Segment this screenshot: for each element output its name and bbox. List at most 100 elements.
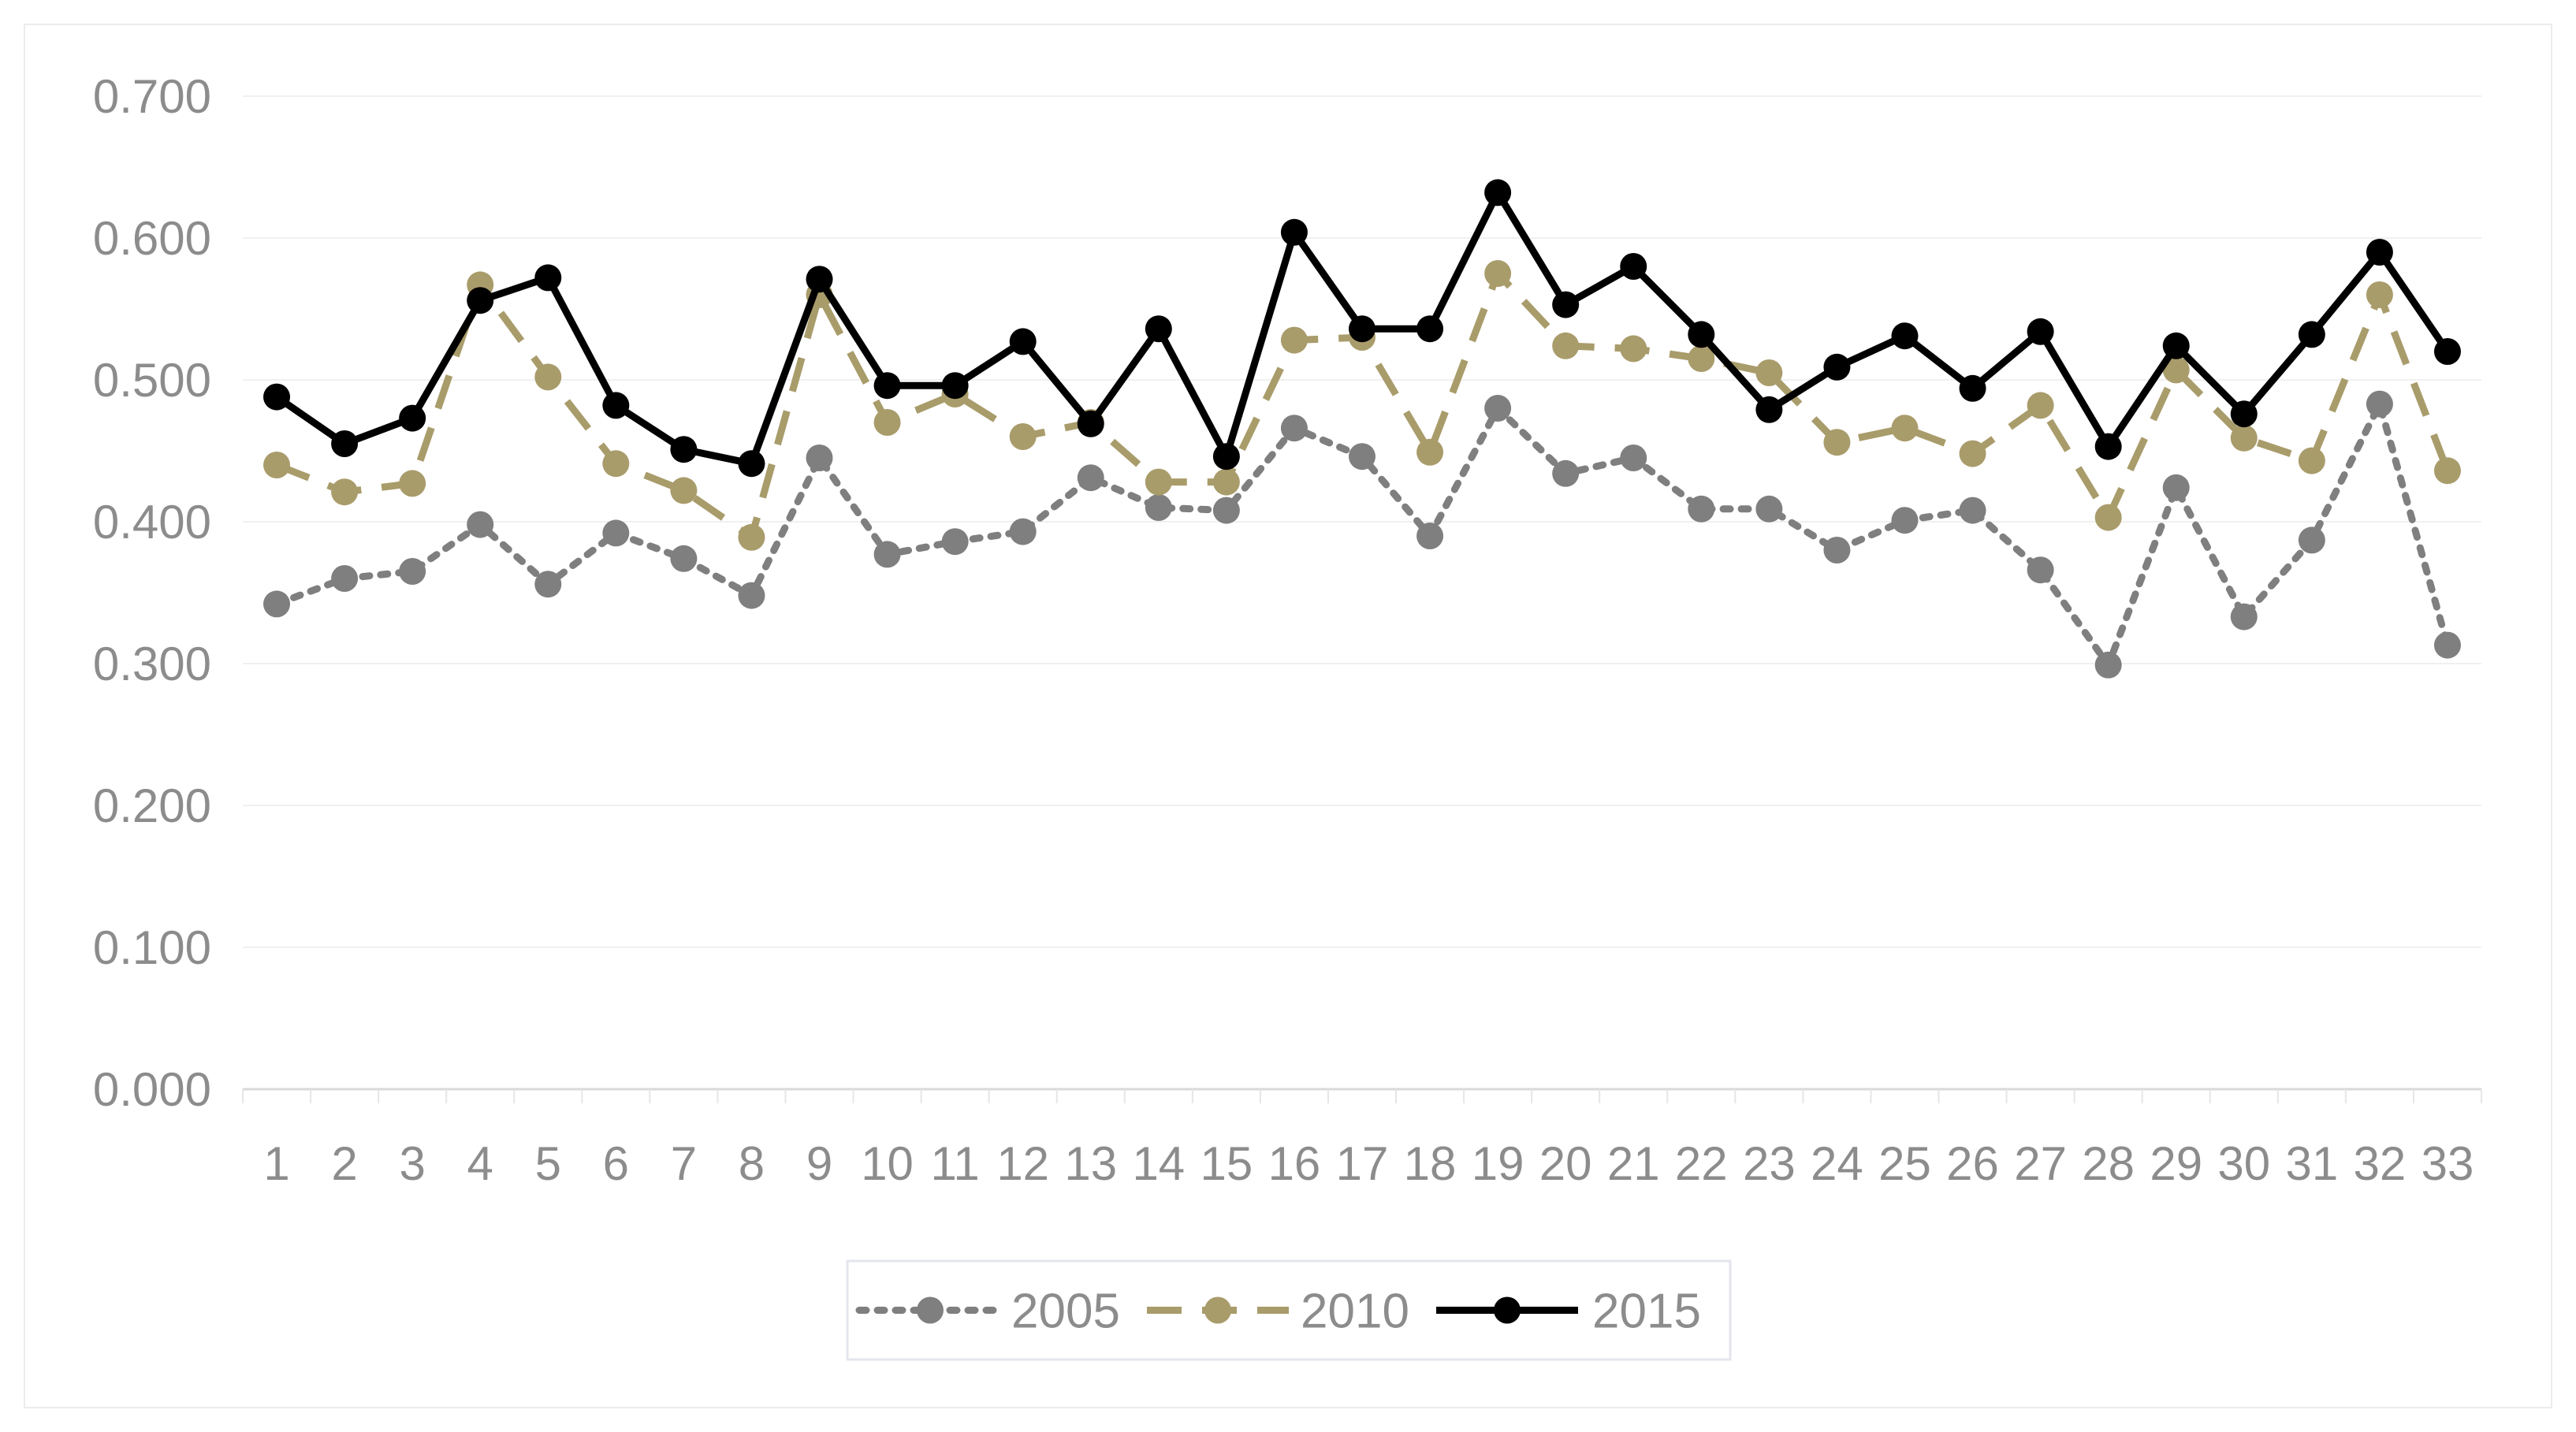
x-tick-label: 26 xyxy=(1946,1137,1999,1190)
y-tick-label: 0.000 xyxy=(93,1063,211,1116)
data-point-2010 xyxy=(1891,415,1919,442)
y-tick-label: 0.600 xyxy=(93,212,211,265)
data-point-2005 xyxy=(2366,390,2393,418)
data-point-2015 xyxy=(1280,218,1308,246)
data-point-2015 xyxy=(263,383,291,411)
data-point-2015 xyxy=(2094,433,2122,460)
data-point-2005 xyxy=(1280,415,1308,442)
data-point-2015 xyxy=(873,372,901,400)
y-tick-label: 0.500 xyxy=(93,354,211,407)
data-point-2005 xyxy=(1755,495,1783,523)
data-point-2010 xyxy=(1212,468,1240,496)
data-point-2015 xyxy=(1620,253,1647,280)
series-group xyxy=(263,179,2461,679)
data-point-2010 xyxy=(2094,504,2122,531)
legend-marker-2005 xyxy=(917,1296,944,1324)
x-tick-label: 31 xyxy=(2285,1137,2338,1190)
y-tick-label: 0.300 xyxy=(93,638,211,690)
data-point-2005 xyxy=(1077,464,1104,492)
data-point-2010 xyxy=(1552,332,1580,359)
data-point-2010 xyxy=(1755,359,1783,386)
data-point-2005 xyxy=(2298,526,2325,554)
data-point-2015 xyxy=(534,264,562,292)
data-point-2015 xyxy=(2366,239,2393,266)
data-point-2005 xyxy=(1416,523,1444,549)
x-tick-label: 16 xyxy=(1268,1137,1321,1190)
x-tick-label: 19 xyxy=(1472,1137,1524,1190)
x-tick-label: 6 xyxy=(603,1137,629,1190)
x-tick-label: 22 xyxy=(1675,1137,1728,1190)
x-axis-labels: 1 2 3 4 5 6 7 8 9 10 11 12 13 14 15 16 17 18 19 20 21 22 23 24 2… xyxy=(263,1137,2474,1190)
data-point-2005 xyxy=(2230,603,2258,630)
data-point-2010 xyxy=(1280,326,1308,354)
data-point-2005 xyxy=(1145,494,1172,521)
x-tick-label: 28 xyxy=(2082,1137,2135,1190)
data-point-2015 xyxy=(1416,315,1444,343)
data-point-2005 xyxy=(602,519,630,547)
data-point-2005 xyxy=(1009,518,1037,545)
data-point-2010 xyxy=(873,409,901,436)
data-point-2010 xyxy=(1959,440,1986,467)
data-point-2010 xyxy=(1823,429,1851,456)
data-point-2015 xyxy=(941,372,969,400)
data-point-2005 xyxy=(467,511,494,538)
x-tick-label: 7 xyxy=(671,1137,697,1190)
data-point-2010 xyxy=(534,363,562,391)
x-tick-label: 21 xyxy=(1607,1137,1660,1190)
data-point-2005 xyxy=(873,541,901,568)
data-point-2015 xyxy=(670,436,698,463)
data-point-2015 xyxy=(1755,396,1783,423)
data-point-2010 xyxy=(1620,335,1647,363)
y-tick-label: 0.200 xyxy=(93,779,211,832)
data-point-2010 xyxy=(2366,281,2393,308)
x-tick-label: 23 xyxy=(1743,1137,1796,1190)
x-tick-label: 5 xyxy=(535,1137,561,1190)
data-point-2005 xyxy=(2094,651,2122,679)
x-tick-label: 10 xyxy=(861,1137,914,1190)
data-point-2015 xyxy=(2298,321,2325,348)
x-tick-label: 2 xyxy=(331,1137,357,1190)
data-point-2005 xyxy=(2433,631,2461,659)
data-point-2005 xyxy=(670,545,698,572)
data-point-2005 xyxy=(1349,443,1375,471)
data-point-2015 xyxy=(1891,322,1919,350)
data-point-2005 xyxy=(263,590,291,618)
data-point-2010 xyxy=(2433,457,2461,485)
data-point-2015 xyxy=(1349,315,1375,343)
data-point-2010 xyxy=(1145,468,1172,496)
x-tick-label: 3 xyxy=(399,1137,425,1190)
x-tick-label: 12 xyxy=(996,1137,1049,1190)
data-point-2015 xyxy=(1688,321,1715,348)
data-point-2005 xyxy=(1552,459,1580,487)
data-point-2015 xyxy=(1823,353,1851,381)
data-point-2005 xyxy=(1212,497,1240,524)
data-point-2005 xyxy=(1688,495,1715,523)
series-line-2010 xyxy=(275,270,2451,541)
x-tick-label: 13 xyxy=(1064,1137,1117,1190)
x-tick-label: 11 xyxy=(930,1137,979,1190)
y-tick-label: 0.100 xyxy=(93,921,211,974)
x-tick-label: 14 xyxy=(1132,1137,1185,1190)
data-point-2010 xyxy=(1416,438,1444,466)
data-point-2005 xyxy=(2162,474,2190,501)
x-tick-label: 15 xyxy=(1201,1137,1253,1190)
data-point-2010 xyxy=(331,478,359,506)
x-tick-label: 20 xyxy=(1539,1137,1592,1190)
y-tick-label: 0.700 xyxy=(93,70,211,123)
data-point-2010 xyxy=(2230,424,2258,452)
data-point-2015 xyxy=(1009,328,1037,355)
data-point-2010 xyxy=(2162,356,2190,384)
x-tick-label: 8 xyxy=(739,1137,765,1190)
data-point-2015 xyxy=(331,430,359,457)
data-point-2015 xyxy=(1552,291,1580,318)
x-tick-label: 18 xyxy=(1404,1137,1457,1190)
data-point-2010 xyxy=(602,450,630,478)
data-point-2010 xyxy=(399,470,426,497)
gridlines xyxy=(242,95,2482,1103)
data-point-2005 xyxy=(1484,395,1512,422)
data-point-2010 xyxy=(2027,392,2054,419)
legend-label-2010: 2010 xyxy=(1301,1285,1409,1339)
data-point-2010 xyxy=(670,477,698,504)
data-point-2010 xyxy=(2298,447,2325,474)
